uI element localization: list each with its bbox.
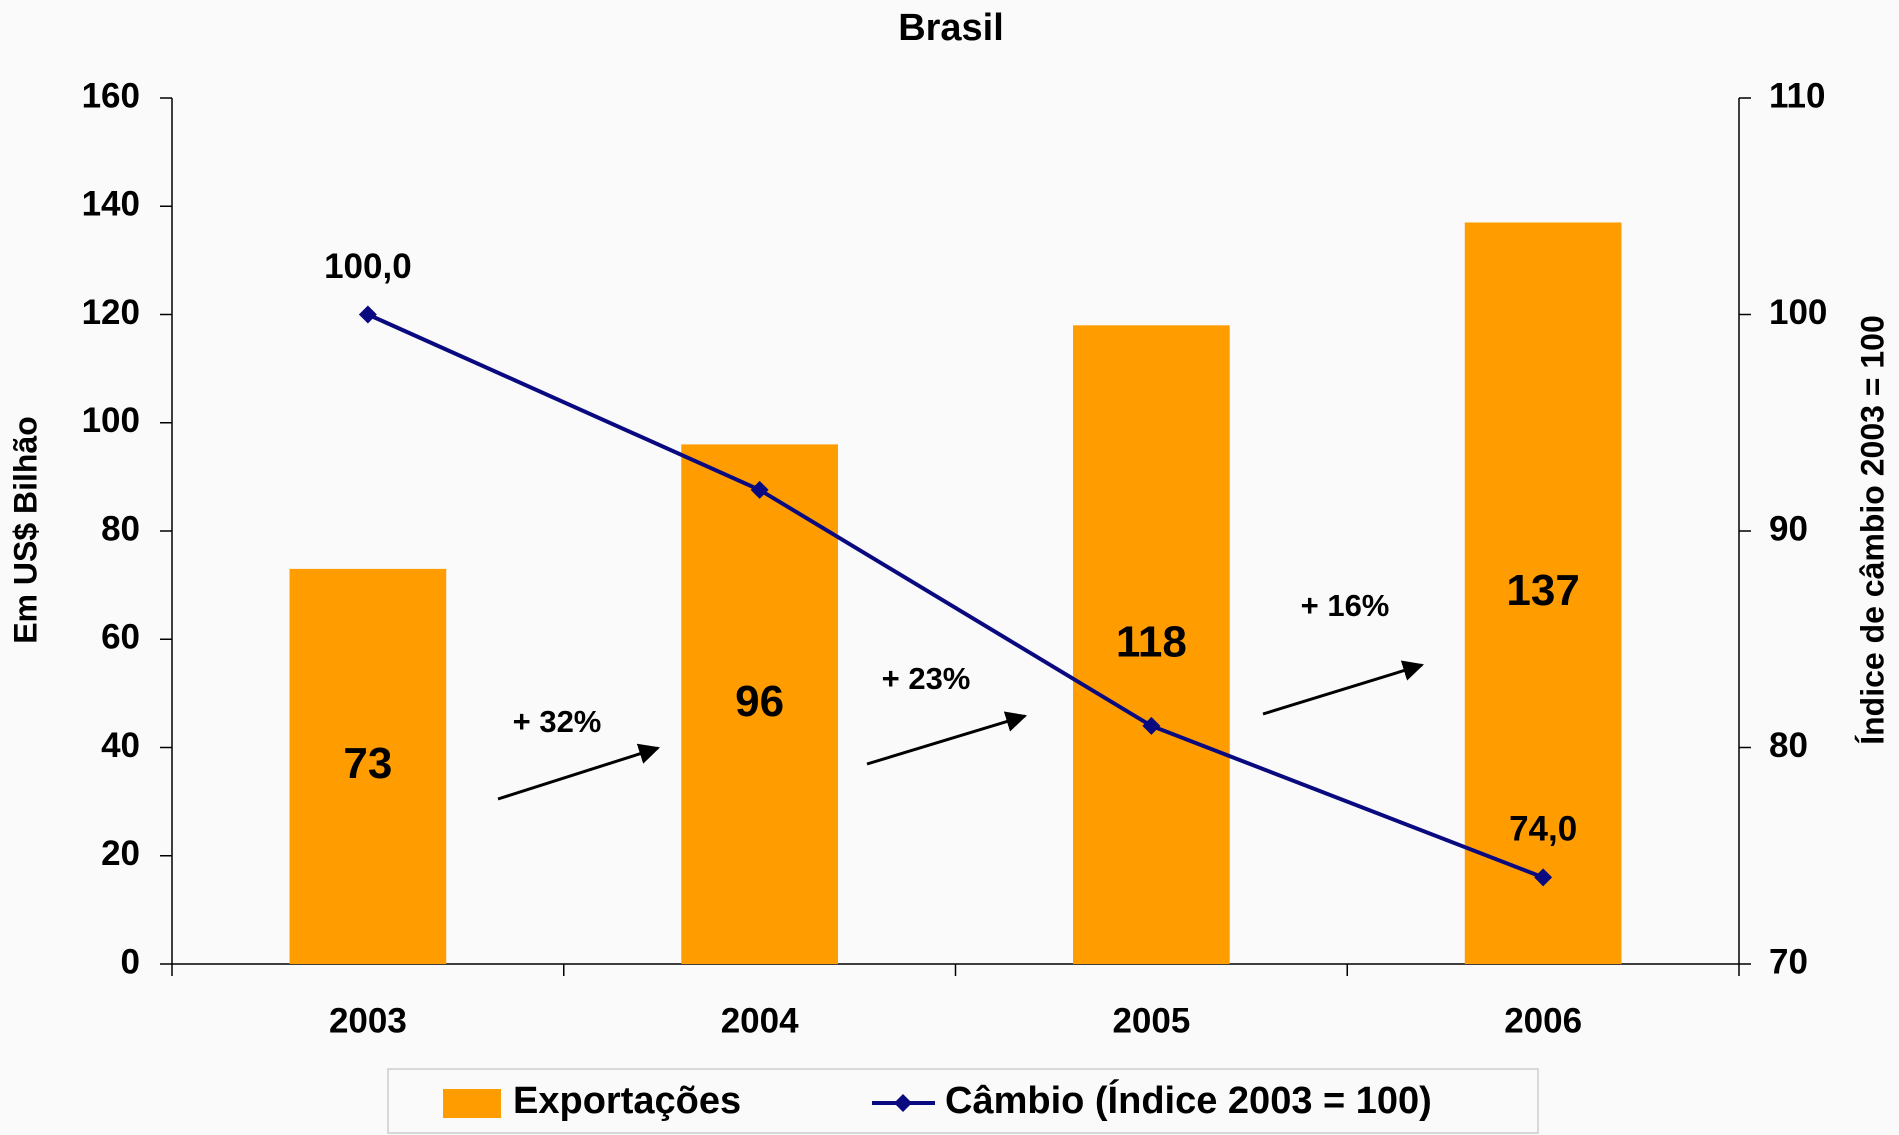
x-tick-label: 2005	[1112, 1001, 1190, 1040]
y-tick-label: 100	[82, 401, 140, 440]
legend-label: Câmbio (Índice 2003 = 100)	[945, 1078, 1432, 1122]
y-tick-label: 0	[121, 942, 140, 981]
line-value-label: 74,0	[1509, 810, 1577, 849]
annotation: + 16%	[1301, 588, 1390, 623]
annotation: + 23%	[882, 661, 971, 696]
y2-tick-label: 100	[1769, 293, 1827, 332]
x-tick-label: 2006	[1504, 1001, 1582, 1040]
annotation: + 32%	[513, 704, 602, 739]
chart-title: Brasil	[898, 7, 1004, 49]
y2-tick-label: 110	[1769, 76, 1825, 115]
y2-axis-label: Índice de câmbio 2003 = 100	[1854, 315, 1890, 745]
y-tick-label: 160	[82, 76, 140, 115]
y-tick-label: 140	[82, 185, 140, 224]
bar-value-label: 96	[735, 677, 784, 726]
y2-tick-label: 80	[1769, 726, 1808, 765]
chart: Brasil Em US$ Bilhão Índice de câmbio 20…	[0, 0, 1899, 1135]
y-tick-label: 40	[101, 726, 140, 765]
legend-swatch	[443, 1089, 501, 1118]
y-tick-label: 20	[101, 834, 140, 873]
line-value-label: 100,0	[324, 247, 412, 286]
bar-value-label: 118	[1116, 617, 1187, 666]
legend-label: Exportações	[513, 1080, 741, 1122]
y-tick-label: 120	[82, 293, 140, 332]
x-tick-label: 2004	[721, 1001, 799, 1040]
y2-tick-label: 70	[1769, 942, 1808, 981]
y2-tick-label: 90	[1769, 509, 1808, 548]
bar-value-label: 73	[343, 739, 392, 788]
y-tick-label: 80	[101, 509, 140, 548]
bar-value-label: 137	[1506, 566, 1579, 615]
y-tick-label: 60	[101, 618, 140, 657]
y-axis-label: Em US$ Bilhão	[7, 416, 43, 644]
x-tick-label: 2003	[329, 1001, 407, 1040]
